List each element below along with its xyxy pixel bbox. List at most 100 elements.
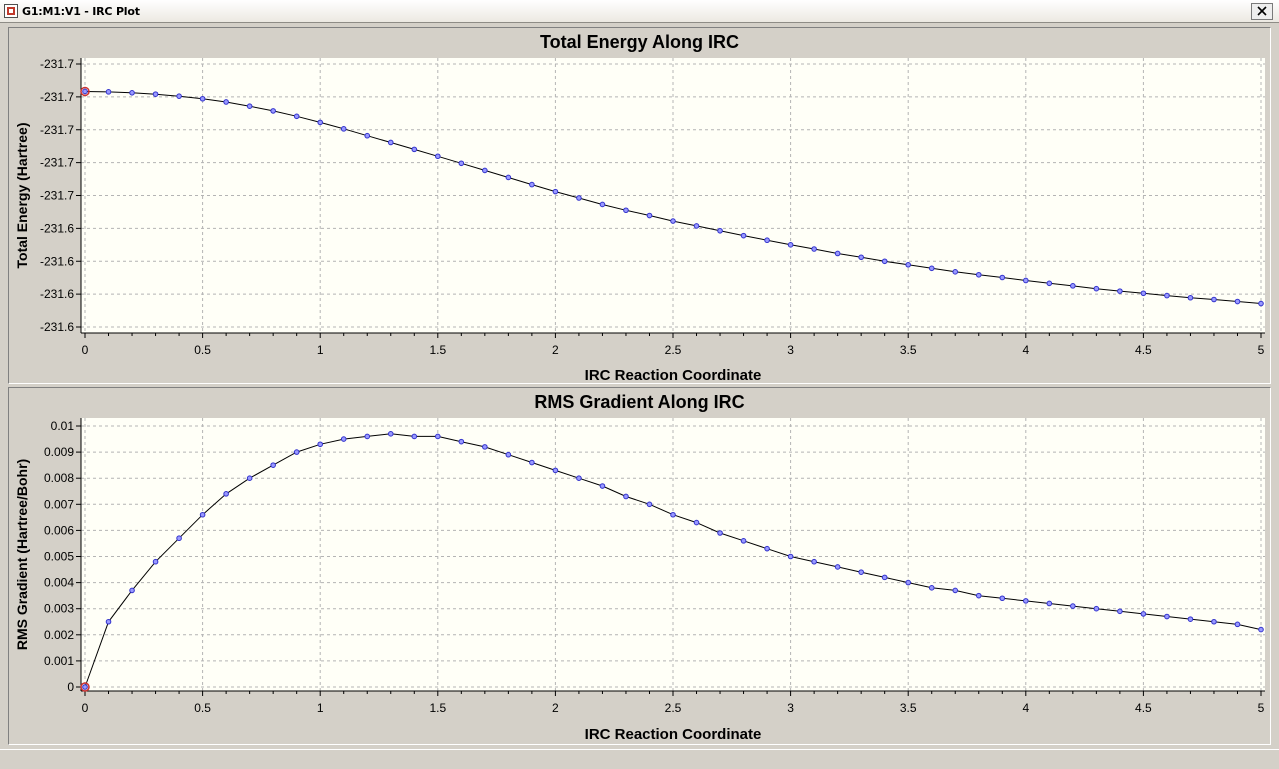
- data-point: [82, 684, 88, 690]
- data-point: [364, 132, 371, 139]
- data-point: [670, 511, 676, 518]
- data-point: [105, 89, 112, 95]
- data-point: [599, 483, 606, 489]
- y-tick-label: 0.003: [44, 602, 74, 616]
- data-point: [223, 491, 229, 497]
- data-point: [975, 592, 982, 599]
- data-point: [176, 535, 182, 542]
- data-point: [199, 95, 206, 102]
- data-point: [129, 90, 135, 96]
- data-point: [1234, 621, 1241, 628]
- data-point: [1187, 616, 1194, 622]
- data-point: [411, 146, 418, 153]
- data-point: [1164, 292, 1170, 299]
- data-point: [764, 237, 770, 244]
- data-point: [435, 153, 441, 160]
- data-point: [411, 433, 418, 440]
- data-point: [764, 545, 770, 552]
- status-bar: [0, 749, 1279, 769]
- y-tick-label: -231.6: [40, 287, 74, 301]
- data-point: [693, 223, 700, 229]
- x-tick-label: 3: [787, 343, 794, 357]
- data-point: [952, 269, 959, 275]
- y-tick-label: 0: [67, 680, 74, 694]
- y-tick-label: 0.01: [51, 419, 75, 433]
- y-tick-label: -231.7: [40, 57, 74, 71]
- data-point: [1117, 608, 1123, 615]
- x-tick-label: 4.5: [1135, 701, 1152, 715]
- x-tick-label: 5: [1258, 701, 1265, 715]
- data-point: [529, 459, 535, 466]
- y-tick-label: -231.6: [40, 221, 74, 235]
- x-tick-label: 1.5: [429, 343, 446, 357]
- data-point: [270, 108, 276, 114]
- y-tick-label: 0.004: [44, 576, 74, 590]
- y-tick-label: 0.005: [44, 550, 74, 564]
- data-point: [858, 254, 864, 261]
- data-point: [387, 139, 394, 146]
- x-tick-label: 2.5: [665, 343, 682, 357]
- data-point: [246, 475, 253, 481]
- chart-title: Total Energy Along IRC: [539, 32, 739, 52]
- x-tick-label: 1: [317, 343, 324, 357]
- data-point: [834, 564, 841, 570]
- data-point: [1211, 618, 1217, 625]
- data-point: [740, 538, 747, 544]
- data-point: [1070, 603, 1076, 609]
- data-point: [1070, 283, 1076, 289]
- data-point: [811, 558, 817, 565]
- gradient-chart: 0 0.5 1 1.5 2 2.5 3 3.5 4 4.5 5 0 0.001 0.002 0.003 0.0…: [14, 418, 1265, 743]
- data-point: [458, 438, 465, 445]
- data-point: [787, 553, 794, 560]
- x-tick-label: 1.5: [429, 701, 446, 715]
- data-point: [458, 160, 465, 167]
- data-point: [952, 587, 959, 594]
- x-tick-label: 0.5: [194, 701, 211, 715]
- close-icon: [1257, 6, 1267, 16]
- data-point: [1140, 611, 1147, 617]
- data-point: [1164, 613, 1170, 620]
- window-titlebar[interactable]: G1:M1:V1 - IRC Plot: [0, 0, 1279, 23]
- y-tick-label: 0.009: [44, 445, 74, 459]
- data-point: [905, 579, 912, 586]
- data-point: [670, 218, 676, 224]
- data-point: [293, 113, 300, 120]
- data-point: [340, 126, 347, 132]
- data-point: [717, 227, 723, 234]
- data-point: [599, 201, 606, 208]
- data-point: [1023, 277, 1029, 284]
- energy-chart-panel: Total Energy Along IRC 0 0.5 1 1.5 2 2.5 3 3.5 4…: [8, 27, 1271, 384]
- data-point: [905, 262, 912, 268]
- close-button[interactable]: [1251, 3, 1273, 20]
- data-point: [717, 530, 723, 536]
- y-tick-label: 0.007: [44, 497, 74, 511]
- data-point: [1140, 290, 1147, 297]
- x-tick-label: 0: [82, 701, 89, 715]
- data-point: [1211, 296, 1217, 303]
- x-tick-label: 4.5: [1135, 343, 1152, 357]
- data-point: [552, 467, 559, 474]
- y-axis-label: Total Energy (Hartree): [14, 123, 30, 269]
- data-point: [928, 265, 935, 272]
- data-point: [129, 587, 135, 594]
- y-axis-label: RMS Gradient (Hartree/Bohr): [14, 459, 30, 650]
- x-tick-label: 2.5: [665, 701, 682, 715]
- y-tick-label: 0.001: [44, 654, 74, 668]
- data-point: [105, 618, 112, 625]
- data-point: [576, 475, 582, 481]
- data-point: [340, 436, 347, 442]
- data-point: [199, 511, 206, 518]
- data-point: [482, 167, 488, 174]
- data-point: [176, 93, 182, 99]
- data-point: [623, 207, 629, 214]
- data-point: [787, 242, 794, 248]
- selected-point-marker: [80, 86, 90, 97]
- data-point: [1093, 285, 1100, 292]
- x-axis-label: IRC Reaction Coordinate: [585, 367, 762, 383]
- data-point: [364, 433, 371, 440]
- data-point: [529, 181, 535, 188]
- data-point: [317, 441, 324, 448]
- data-point: [1187, 294, 1194, 301]
- data-point: [881, 574, 888, 581]
- data-point: [1117, 288, 1123, 294]
